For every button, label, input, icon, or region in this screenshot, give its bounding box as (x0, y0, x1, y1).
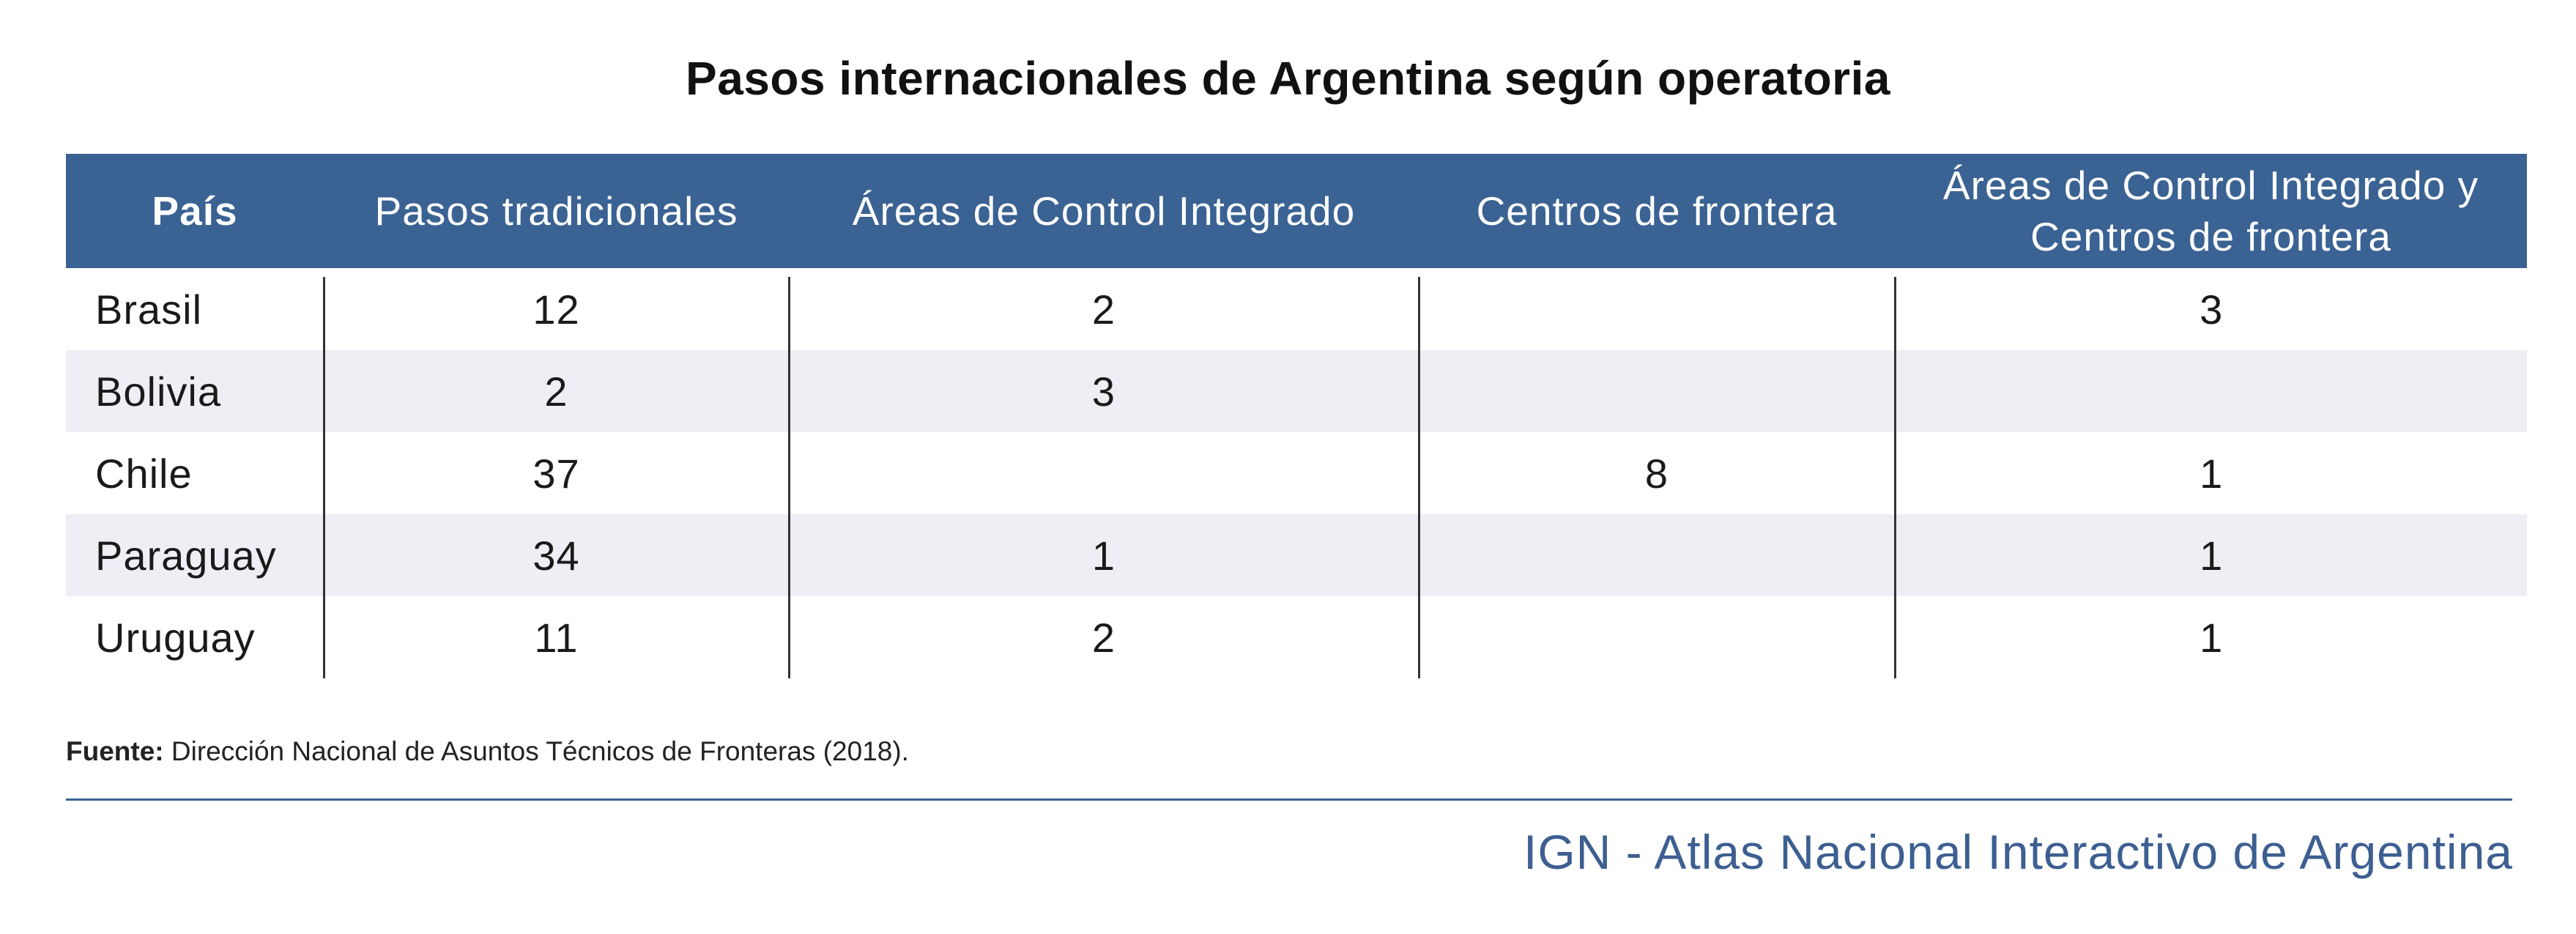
border-centers-cell (1419, 514, 1896, 596)
integrated-control-cell: 2 (789, 596, 1420, 678)
integrated-control-cell (789, 432, 1420, 514)
page-title: Pasos internacionales de Argentina según… (686, 52, 1890, 105)
country-cell: Bolivia (66, 350, 325, 432)
integrated-and-centers-cell: 1 (1895, 514, 2527, 596)
table-row: Uruguay 11 2 1 (66, 596, 2527, 678)
traditional-passes-cell: 12 (324, 268, 790, 350)
country-cell: Uruguay (66, 596, 325, 678)
column-header-border-centers: Centros de frontera (1419, 154, 1895, 268)
border-centers-cell (1419, 350, 1896, 432)
integrated-and-centers-cell: 1 (2200, 614, 2224, 661)
column-header-country: País (66, 154, 324, 268)
traditional-passes-cell: 34 (324, 514, 790, 596)
column-header-integrated-control-areas: Áreas de Control Integrado (789, 154, 1419, 268)
header-row: País Pasos tradicionales Áreas de Contro… (66, 154, 2527, 268)
country-cell: Brasil (66, 268, 325, 350)
integrated-and-centers-cell (1895, 350, 2527, 432)
integrated-and-centers-cell: 1 (2200, 450, 2224, 497)
table-header: País Pasos tradicionales Áreas de Contro… (66, 154, 2527, 268)
source-label: Fuente: (66, 736, 164, 766)
country-cell: Chile (66, 432, 325, 514)
traditional-passes-cell: 2 (324, 350, 790, 432)
border-centers-cell (1419, 268, 1896, 350)
country-cell: Paraguay (66, 514, 325, 596)
source-note: Fuente: Dirección Nacional de Asuntos Té… (66, 736, 909, 767)
table-row: Paraguay 34 1 1 (66, 514, 2527, 596)
passes-table-container: País Pasos tradicionales Áreas de Contro… (66, 154, 2527, 678)
footer-divider (66, 798, 2512, 801)
passes-table: País Pasos tradicionales Áreas de Contro… (66, 154, 2527, 678)
table-row: Brasil 12 2 3 (66, 268, 2527, 350)
table-row: Bolivia 2 3 (66, 350, 2527, 432)
column-header-traditional-passes: Pasos tradicionales (324, 154, 789, 268)
footer-brand: IGN - Atlas Nacional Interactivo de Arge… (1523, 825, 2513, 879)
traditional-passes-cell: 11 (324, 596, 790, 678)
border-centers-cell (1419, 596, 1896, 678)
integrated-and-centers-cell: 3 (2200, 286, 2224, 333)
integrated-control-cell: 1 (789, 514, 1420, 596)
integrated-control-cell: 2 (789, 268, 1420, 350)
traditional-passes-cell: 37 (324, 432, 790, 514)
integrated-control-cell: 3 (789, 350, 1420, 432)
column-header-integrated-areas-and-border-centers: Áreas de Control Integrado y Centros de … (1895, 154, 2527, 268)
border-centers-cell: 8 (1419, 432, 1896, 514)
header-body-gap (66, 268, 2527, 277)
source-text: Dirección Nacional de Asuntos Técnicos d… (171, 736, 909, 766)
table-body: Brasil 12 2 3 Bolivia 2 3 Chile 37 8 1 (66, 268, 2527, 678)
table-row: Chile 37 8 1 (66, 432, 2527, 514)
